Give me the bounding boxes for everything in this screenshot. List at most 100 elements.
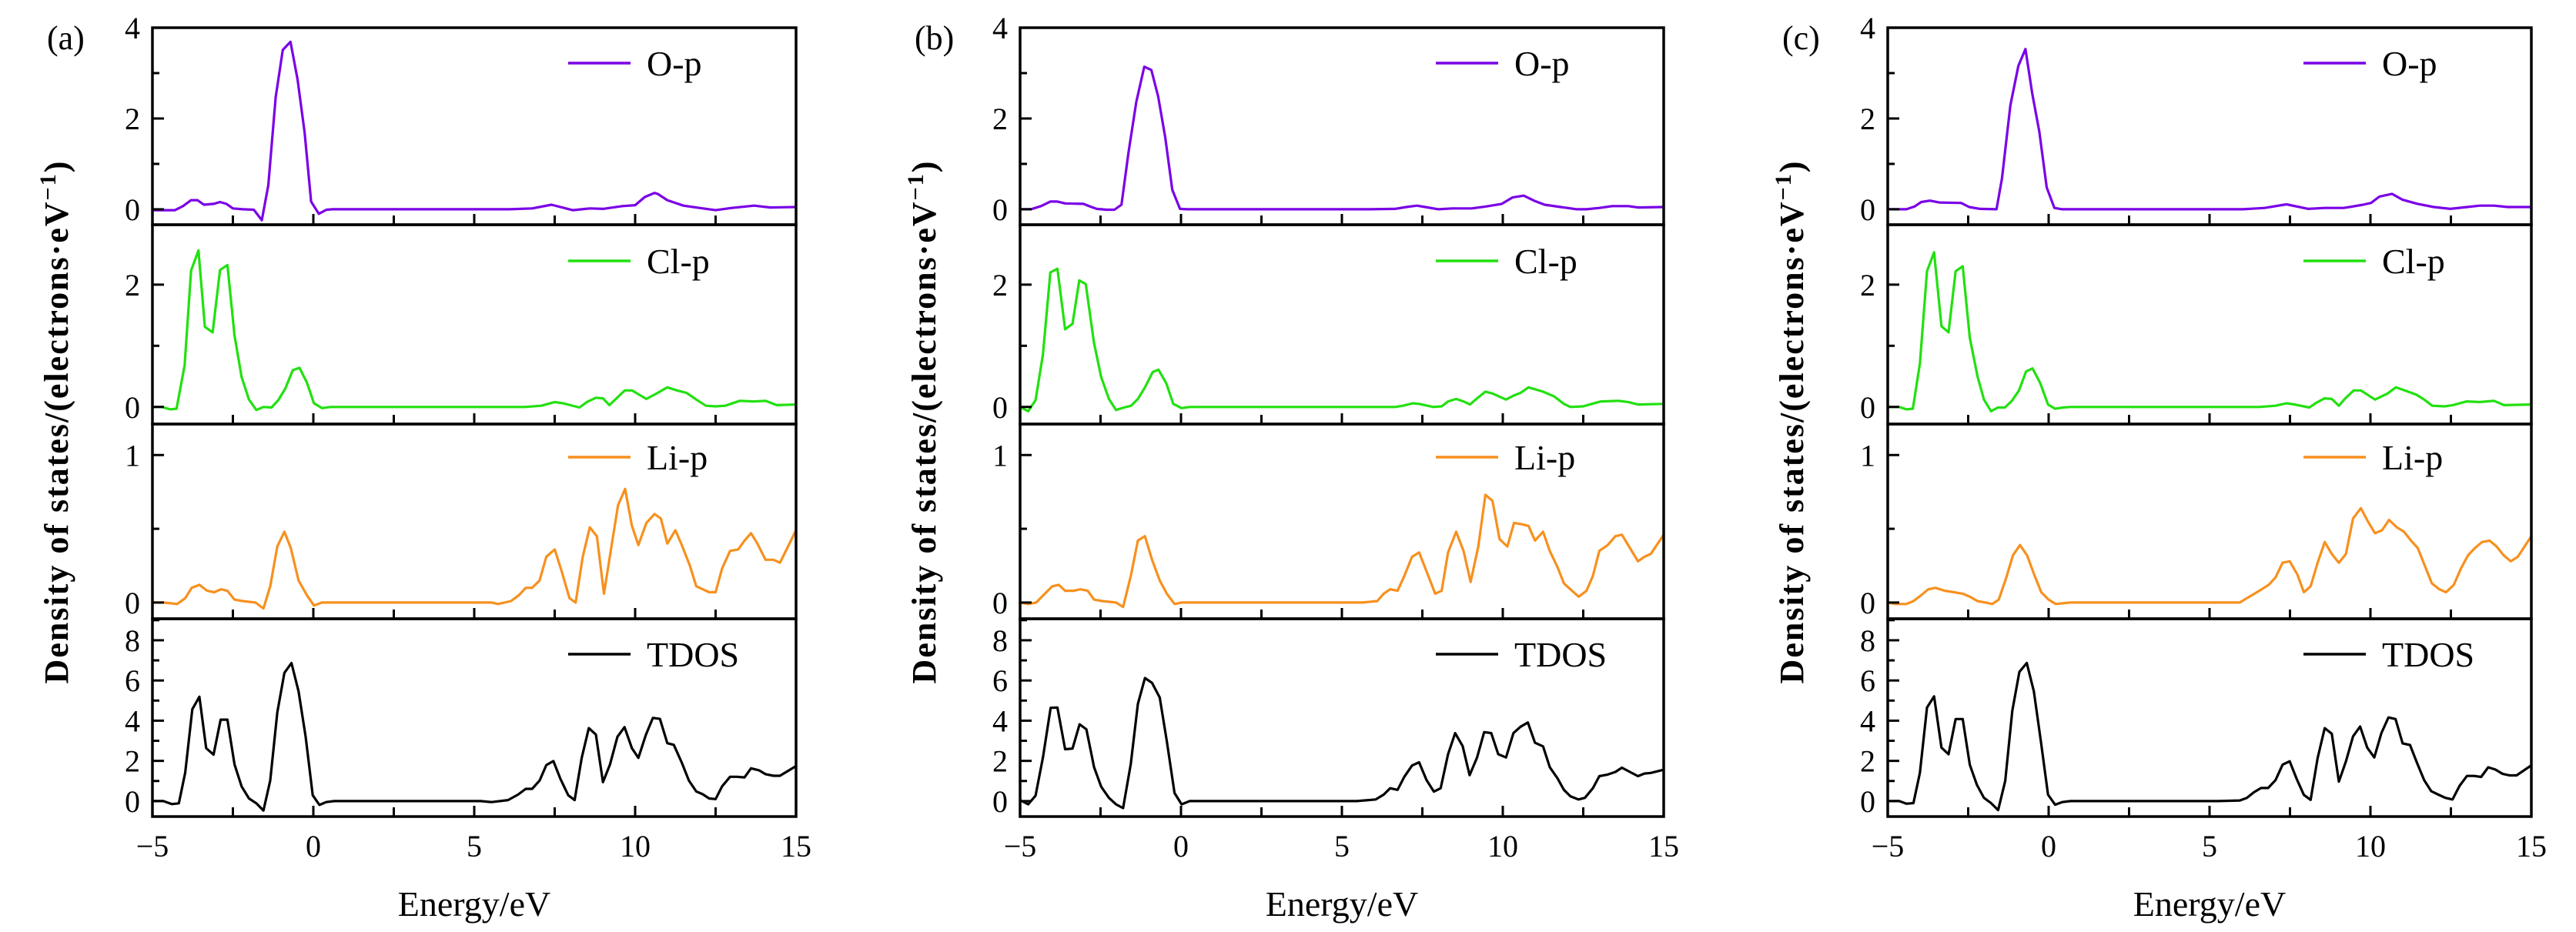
legend-label: Li-p bbox=[2382, 438, 2443, 477]
y-tick-label: 0 bbox=[125, 586, 140, 620]
legend-li-p: Li-p bbox=[2303, 438, 2443, 477]
series-line-tdos bbox=[152, 661, 796, 812]
y-tick-label: 0 bbox=[125, 390, 140, 425]
legend-label: Li-p bbox=[647, 438, 708, 477]
series-line-o-p bbox=[152, 40, 796, 222]
y-axis-label-close: ) bbox=[905, 160, 943, 173]
subplot-frame bbox=[1019, 617, 1665, 818]
legend-li-p: Li-p bbox=[1436, 438, 1575, 477]
y-axis-label-main: Density of states/(electrons·eV bbox=[905, 200, 943, 683]
subplot-tdos: 0 2 4 6 8 TDOS bbox=[992, 617, 1665, 819]
y-axis-label: Density of states/(electrons·eV−1) bbox=[35, 160, 75, 684]
y-axis-label-close: ) bbox=[38, 160, 75, 173]
y-tick-label: 1 bbox=[992, 438, 1008, 473]
y-tick-label: 0 bbox=[1860, 784, 1875, 819]
subplot-frame bbox=[151, 617, 798, 818]
x-tick-label: 10 bbox=[1487, 829, 1518, 864]
y-tick-label: 4 bbox=[1860, 11, 1875, 45]
legend-label: O-p bbox=[647, 44, 702, 83]
panel-a: (a) 0 2 4 O-p 0 2 Cl-p 0 1 Li-p 0 2 4 6 8 TDOS −5 0 5 10 15 En… bbox=[35, 11, 811, 924]
y-tick-label: 6 bbox=[125, 663, 140, 698]
subplot-o-p: 0 2 4 O-p bbox=[125, 11, 798, 227]
y-tick-label: 8 bbox=[1860, 623, 1875, 658]
x-tick-label: 15 bbox=[781, 829, 811, 864]
y-tick-label: 8 bbox=[992, 623, 1008, 658]
y-axis-label: Density of states/(electrons·eV−1) bbox=[903, 160, 943, 684]
x-tick-label: 15 bbox=[1648, 829, 1679, 864]
x-tick-label: 5 bbox=[1334, 829, 1350, 864]
y-tick-label: 4 bbox=[992, 11, 1008, 45]
y-tick-label: 0 bbox=[1860, 192, 1875, 227]
y-tick-label: 0 bbox=[1860, 586, 1875, 620]
legend-label: TDOS bbox=[647, 635, 739, 674]
legend-label: Cl-p bbox=[1514, 242, 1577, 281]
panel-b: (b) 0 2 4 O-p 0 2 Cl-p 0 1 Li-p 0 2 4 6 8 TDOS −5 0 5 10 15 En… bbox=[903, 11, 1679, 924]
legend-label: TDOS bbox=[1514, 635, 1607, 674]
legend-o-p: O-p bbox=[1436, 44, 1570, 83]
legend-o-p: O-p bbox=[568, 44, 702, 83]
y-tick-label: 4 bbox=[125, 703, 140, 738]
legend-cl-p: Cl-p bbox=[568, 242, 710, 281]
subplot-o-p: 0 2 4 O-p bbox=[992, 11, 1665, 227]
x-axis-label: Energy/eV bbox=[1266, 884, 1418, 924]
panel-label: (c) bbox=[1782, 19, 1820, 57]
y-tick-label: 6 bbox=[992, 663, 1008, 698]
series-line-o-p bbox=[1020, 65, 1664, 212]
legend-label: Cl-p bbox=[2382, 242, 2445, 281]
y-tick-label: 0 bbox=[992, 784, 1008, 819]
legend-li-p: Li-p bbox=[568, 438, 708, 477]
series-line-o-p bbox=[1888, 48, 2531, 211]
x-tick-label: 5 bbox=[2202, 829, 2217, 864]
y-tick-label: 0 bbox=[125, 192, 140, 227]
y-tick-label: 2 bbox=[1860, 744, 1875, 779]
y-axis-label-main: Density of states/(electrons·eV bbox=[1773, 200, 1811, 683]
subplot-tdos: 0 2 4 6 8 TDOS bbox=[125, 617, 798, 819]
series-line-tdos bbox=[1888, 661, 2531, 812]
legend-o-p: O-p bbox=[2303, 44, 2437, 83]
y-tick-label: 8 bbox=[125, 623, 140, 658]
x-axis-label: Energy/eV bbox=[2133, 884, 2286, 924]
legend-label: TDOS bbox=[2382, 635, 2474, 674]
y-tick-label: 0 bbox=[992, 192, 1008, 227]
y-tick-label: 6 bbox=[1860, 663, 1875, 698]
series-line-li-p bbox=[1888, 506, 2531, 606]
legend-cl-p: Cl-p bbox=[1436, 242, 1577, 281]
y-tick-label: 2 bbox=[992, 102, 1008, 136]
series-line-li-p bbox=[152, 487, 796, 610]
y-tick-label: 0 bbox=[992, 586, 1008, 620]
subplot-frame bbox=[1886, 617, 2533, 818]
series-line-cl-p bbox=[1888, 251, 2531, 413]
legend-label: Cl-p bbox=[647, 242, 710, 281]
y-tick-label: 0 bbox=[125, 784, 140, 819]
subplot-tdos: 0 2 4 6 8 TDOS bbox=[1860, 617, 2533, 819]
panel-label: (a) bbox=[47, 19, 85, 57]
series-line-cl-p bbox=[152, 249, 796, 412]
subplot-li-p: 0 1 Li-p bbox=[125, 423, 798, 620]
series-line-cl-p bbox=[1020, 267, 1664, 413]
legend-tdos: TDOS bbox=[1436, 635, 1607, 674]
y-tick-label: 4 bbox=[992, 703, 1008, 738]
y-tick-label: 0 bbox=[992, 390, 1008, 425]
x-tick-label: −5 bbox=[136, 829, 169, 864]
y-axis-label-superscript: −1 bbox=[1771, 172, 1796, 200]
y-axis-label-superscript: −1 bbox=[35, 172, 61, 200]
subplot-cl-p: 0 2 Cl-p bbox=[1860, 223, 2533, 426]
subplot-li-p: 0 1 Li-p bbox=[992, 423, 1665, 620]
x-tick-label: 10 bbox=[2355, 829, 2386, 864]
x-tick-label: −5 bbox=[1872, 829, 1905, 864]
panel-c: (c) 0 2 4 O-p 0 2 Cl-p 0 1 Li-p 0 2 4 6 8 TDOS −5 0 5 10 15 En… bbox=[1771, 11, 2547, 924]
subplot-li-p: 0 1 Li-p bbox=[1860, 423, 2533, 620]
y-tick-label: 2 bbox=[125, 102, 140, 136]
subplot-cl-p: 0 2 Cl-p bbox=[125, 223, 798, 426]
series-line-tdos bbox=[1020, 676, 1664, 810]
subplot-cl-p: 0 2 Cl-p bbox=[992, 223, 1665, 426]
y-tick-label: 2 bbox=[1860, 268, 1875, 302]
legend-label: O-p bbox=[1514, 44, 1570, 83]
x-tick-label: 15 bbox=[2516, 829, 2547, 864]
y-tick-label: 1 bbox=[1860, 438, 1875, 473]
legend-label: Li-p bbox=[1514, 438, 1575, 477]
x-tick-label: 0 bbox=[306, 829, 321, 864]
subplot-o-p: 0 2 4 O-p bbox=[1860, 11, 2533, 227]
y-tick-label: 0 bbox=[1860, 390, 1875, 425]
y-axis-label-close: ) bbox=[1773, 160, 1811, 173]
